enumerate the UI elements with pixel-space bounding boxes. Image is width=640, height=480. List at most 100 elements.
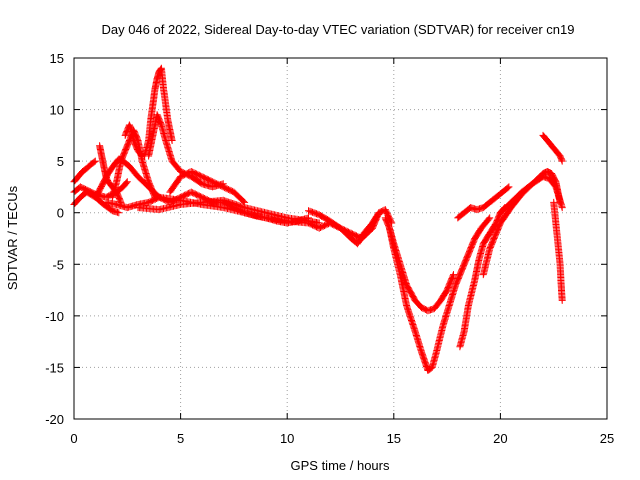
data-point (187, 168, 205, 180)
data-point (87, 158, 98, 168)
data-point (113, 159, 125, 186)
data-point (123, 178, 131, 186)
data-point (418, 348, 431, 373)
data-point (558, 296, 566, 304)
y-axis-label: SDTVAR / TECUs (5, 185, 20, 290)
data-point (354, 231, 367, 248)
data-point (548, 142, 559, 154)
data-point (471, 225, 484, 242)
data-point (486, 220, 499, 237)
data-point (403, 281, 418, 303)
data-point (432, 324, 446, 356)
y-tick-label: -20 (45, 412, 64, 427)
data-point (369, 210, 382, 227)
series-pass-13 (241, 209, 312, 227)
data-point (496, 199, 514, 217)
data-point (479, 199, 493, 212)
data-point (475, 241, 487, 263)
series-pass-21 (496, 173, 566, 217)
data-point (428, 349, 440, 371)
y-tick-label: 5 (57, 154, 64, 169)
data-point (492, 189, 505, 201)
data-point (499, 184, 512, 196)
data-point (445, 282, 459, 309)
x-tick-label: 15 (387, 431, 401, 446)
data-point (209, 178, 226, 190)
data-point (119, 179, 130, 191)
data-point (486, 214, 494, 222)
data-point (558, 157, 566, 165)
y-tick-label: -10 (45, 309, 64, 324)
data-point (168, 157, 184, 174)
chart-title: Day 046 of 2022, Sidereal Day-to-day VTE… (101, 22, 574, 37)
x-tick-label: 5 (177, 431, 184, 446)
data-point (486, 231, 500, 253)
series-pass-23 (550, 198, 566, 304)
data-point (545, 175, 559, 190)
data-point (381, 206, 395, 226)
data-point (198, 173, 215, 185)
y-tick-label: -5 (52, 257, 64, 272)
series-pass-15 (305, 206, 396, 248)
data-point (558, 204, 566, 212)
data-point (458, 251, 472, 273)
data-point (166, 174, 184, 196)
y-tick-label: 15 (50, 51, 64, 66)
data-point (456, 329, 468, 351)
data-point (125, 162, 141, 179)
data-point (164, 116, 176, 143)
series-pass-22 (539, 131, 566, 165)
x-tick-label: 10 (280, 431, 294, 446)
data-point (168, 137, 176, 144)
data-point (439, 303, 453, 330)
data-point (79, 165, 90, 175)
data-point (241, 204, 268, 216)
data-point (219, 196, 247, 211)
axis-ticks: 0 5 10 15 20 25 -20 -15 -10 -5 0 5 10 15 (45, 51, 614, 446)
data-point (187, 188, 205, 201)
data-point (543, 137, 555, 149)
data-point (403, 302, 419, 334)
data-point (396, 260, 410, 287)
data-point (443, 272, 457, 294)
x-tick-label: 25 (600, 431, 614, 446)
y-tick-label: 0 (57, 206, 64, 221)
x-tick-label: 20 (493, 431, 507, 446)
data-point (437, 287, 450, 304)
data-points (70, 64, 566, 374)
data-point (411, 327, 425, 355)
data-point (486, 194, 499, 206)
data-point (157, 121, 169, 143)
plot-frame (73, 57, 608, 420)
data-point (507, 189, 525, 206)
data-point (464, 277, 478, 309)
data-point (464, 236, 478, 258)
data-point (430, 298, 444, 313)
data-point (396, 271, 410, 308)
data-point (91, 157, 99, 165)
data-point (337, 224, 354, 241)
data-point (386, 224, 397, 246)
data-point (100, 201, 115, 214)
series-pass-11 (166, 168, 249, 206)
grid (74, 58, 607, 419)
data-point (130, 137, 141, 153)
data-point (219, 204, 247, 216)
data-point (411, 296, 425, 311)
y-tick-label: -15 (45, 360, 64, 375)
data-point (117, 148, 129, 165)
data-point (505, 183, 513, 191)
data-point (471, 257, 483, 284)
data-point (177, 196, 204, 208)
data-point (552, 147, 563, 159)
series-pass-7 (121, 121, 146, 160)
data-point (241, 198, 249, 206)
data-point (424, 364, 435, 374)
data-point (496, 205, 514, 227)
data-point (155, 201, 183, 214)
data-point (539, 131, 550, 143)
data-point (145, 133, 157, 160)
data-point (518, 181, 535, 196)
data-point (91, 187, 103, 201)
